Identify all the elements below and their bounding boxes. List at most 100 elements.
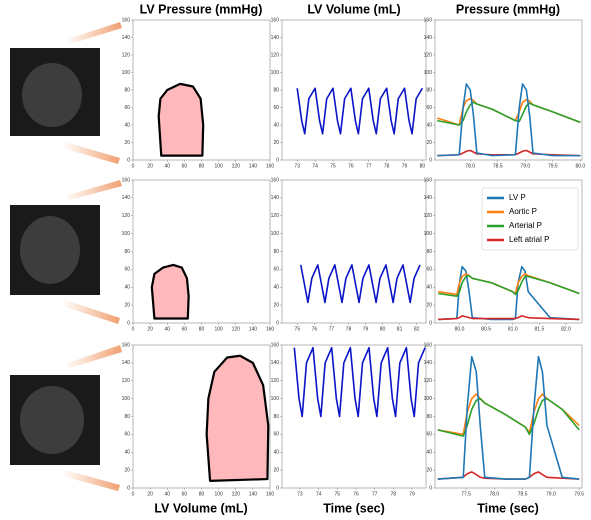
x-tick-label: 100 — [214, 491, 223, 497]
y-tick-label: 0 — [276, 320, 279, 326]
chart: 80.0 80.5 81.0 81.5 82.0 0 20 40 60 80 100 120 140 16… — [424, 177, 583, 332]
y-tick-label: 80 — [273, 87, 279, 93]
x-tick-label: 78 — [384, 163, 390, 169]
x-tick-label: 81.0 — [508, 326, 518, 332]
y-tick-label: 100 — [424, 70, 433, 76]
series-line — [437, 101, 581, 126]
x-tick-label: 81 — [397, 326, 403, 332]
echo-texture — [22, 63, 82, 127]
x-tick-label: 40 — [164, 326, 170, 332]
x-tick-label: 79.5 — [574, 491, 584, 497]
y-tick-label: 100 — [122, 70, 131, 76]
y-tick-label: 80 — [273, 249, 279, 255]
y-tick-label: 100 — [424, 231, 433, 237]
echo-texture — [20, 216, 80, 284]
x-tick-label: 80 — [199, 163, 205, 169]
x-tick-label: 100 — [214, 326, 223, 332]
y-tick-label: 100 — [122, 396, 131, 402]
y-tick-label: 160 — [271, 177, 280, 183]
y-tick-label: 80 — [124, 249, 130, 255]
chart: 78.0 78.5 79.0 79.5 80.0 0 20 40 60 80 100 120 140 16… — [424, 17, 586, 169]
x-tick-label: 77.5 — [461, 491, 471, 497]
zoom-wedge — [62, 470, 120, 491]
y-tick-label: 60 — [124, 267, 130, 273]
legend: LV P Aortic P Arterial P Left atrial P — [481, 187, 579, 251]
y-tick-label: 20 — [273, 140, 279, 146]
chart: 73 74 75 76 77 78 79 0 20 40 60 80 100 120 140 160 — [271, 342, 427, 497]
x-tick-label: 77 — [366, 163, 372, 169]
x-tick-label: 78.0 — [489, 491, 499, 497]
x-tick-label: 80.0 — [575, 163, 585, 169]
y-tick-label: 80 — [426, 87, 432, 93]
x-tick-label: 78.5 — [493, 163, 503, 169]
x-tick-label: 0 — [132, 163, 135, 169]
y-tick-label: 140 — [424, 195, 433, 201]
x-tick-label: 79 — [409, 491, 415, 497]
y-tick-label: 40 — [273, 450, 279, 456]
y-tick-label: 100 — [271, 231, 280, 237]
legend-label: Left atrial P — [509, 235, 549, 244]
plot-frame — [281, 19, 427, 161]
y-tick-label: 120 — [122, 52, 131, 58]
x-tick-label: 81.5 — [535, 326, 545, 332]
x-tick-label: 120 — [232, 491, 241, 497]
echo-images — [10, 22, 122, 491]
y-tick-label: 100 — [424, 396, 433, 402]
x-tick-label: 40 — [164, 491, 170, 497]
y-tick-label: 120 — [271, 52, 280, 58]
x-tick-label: 20 — [147, 326, 153, 332]
x-tick-label: 40 — [164, 163, 170, 169]
y-tick-label: 60 — [124, 105, 130, 111]
echo-texture — [20, 386, 84, 454]
y-tick-label: 60 — [426, 267, 432, 273]
y-tick-label: 140 — [424, 360, 433, 366]
y-tick-label: 20 — [124, 302, 130, 308]
x-tick-label: 80.5 — [481, 326, 491, 332]
x-tick-label: 79.5 — [548, 163, 558, 169]
x-tick-label: 77 — [372, 491, 378, 497]
series-line — [296, 87, 424, 135]
zoom-wedge — [65, 22, 122, 44]
x-tick-label: 0 — [132, 326, 135, 332]
y-tick-label: 0 — [127, 157, 130, 163]
y-tick-label: 40 — [124, 122, 130, 128]
pv-loop — [150, 263, 190, 320]
legend-label: Aortic P — [509, 207, 537, 216]
x-axis-label: LV Volume (mL) — [154, 501, 247, 515]
x-tick-label: 140 — [249, 491, 258, 497]
y-tick-label: 60 — [426, 432, 432, 438]
y-tick-label: 40 — [273, 122, 279, 128]
legend-box — [481, 187, 579, 251]
y-tick-label: 40 — [273, 285, 279, 291]
x-tick-label: 80 — [420, 163, 426, 169]
x-tick-label: 80 — [199, 326, 205, 332]
y-tick-label: 20 — [426, 140, 432, 146]
x-tick-label: 76 — [348, 163, 354, 169]
series-line — [293, 346, 426, 418]
x-tick-label: 77 — [329, 326, 335, 332]
plot-frame — [281, 179, 427, 324]
y-tick-label: 40 — [124, 450, 130, 456]
y-tick-label: 160 — [122, 177, 131, 183]
x-tick-label: 78 — [346, 326, 352, 332]
y-tick-label: 120 — [271, 213, 280, 219]
x-tick-label: 60 — [182, 163, 188, 169]
y-tick-label: 140 — [122, 360, 131, 366]
y-tick-label: 100 — [271, 396, 280, 402]
x-axis-label: Time (sec) — [323, 501, 385, 515]
x-tick-label: 79 — [363, 326, 369, 332]
chart: 0 20 40 60 80 100 120 140 160 0 20 40 60 80 100 120 140 1… — [122, 177, 275, 332]
y-tick-label: 60 — [273, 432, 279, 438]
y-tick-label: 60 — [273, 267, 279, 273]
y-tick-label: 0 — [429, 157, 432, 163]
x-tick-label: 82 — [414, 326, 420, 332]
y-tick-label: 0 — [429, 320, 432, 326]
y-tick-label: 60 — [273, 105, 279, 111]
plot-frame — [434, 19, 583, 161]
y-tick-label: 0 — [429, 485, 432, 491]
y-tick-label: 0 — [276, 157, 279, 163]
x-tick-label: 78 — [391, 491, 397, 497]
y-tick-label: 80 — [124, 414, 130, 420]
x-tick-label: 160 — [266, 163, 275, 169]
y-tick-label: 120 — [424, 213, 433, 219]
